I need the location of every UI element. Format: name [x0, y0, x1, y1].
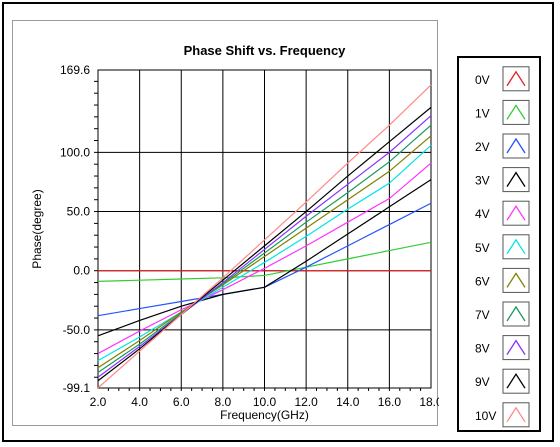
legend-label-6V: 6V: [475, 274, 490, 288]
y-tick-label: -50.0: [63, 323, 91, 337]
y-axis-label: Phase(degree): [30, 189, 44, 268]
x-tick-label: 10.0: [253, 395, 277, 409]
legend-swatch-box: [502, 402, 530, 428]
series-line-5V: [97, 144, 432, 362]
y-tick-label: 50.0: [67, 205, 91, 219]
series-line-7V: [97, 124, 432, 373]
series-line-6V: [97, 135, 432, 369]
legend-swatch-9V: [506, 372, 526, 389]
series-line-9V: [97, 106, 432, 382]
legend-swatch-box: [502, 167, 530, 193]
series-line-4V: [97, 162, 432, 355]
legend-swatch-4V: [506, 204, 526, 221]
legend-label-10V: 10V: [475, 409, 496, 423]
x-axis-label: Frequency(GHz): [220, 408, 309, 422]
series-line-10V: [97, 84, 432, 389]
series-line-3V: [97, 179, 432, 337]
legend-label-1V: 1V: [475, 106, 490, 120]
x-tick-label: 12.0: [294, 395, 318, 409]
legend-label-3V: 3V: [475, 174, 490, 188]
x-tick-labels: 2.0 4.0 6.0 8.0 10.0 12.0 14.0 16.0 18.0: [90, 395, 443, 409]
x-tick-label: 8.0: [215, 395, 232, 409]
y-tick-labels: 169.6 100.0 50.0 0.0 -50.0 -99.1: [60, 63, 90, 395]
x-tick-label: 14.0: [336, 395, 360, 409]
legend-label-5V: 5V: [475, 241, 490, 255]
legend-swatch-box: [502, 301, 530, 327]
legend-swatch-box: [502, 335, 530, 361]
plot-panel: Phase Shift vs. Frequency 169.6 100.0 50.0 0…: [12, 20, 443, 426]
x-minor-ticks: [107, 388, 422, 391]
series-line-1V: [97, 241, 432, 282]
y-tick-label: 169.6: [60, 63, 90, 77]
y-tick-label: 100.0: [60, 145, 90, 159]
legend-swatch-0V: [506, 70, 526, 87]
legend-swatch-10V: [506, 406, 526, 423]
legend-swatch-box: [502, 267, 530, 293]
x-tick-label: 2.0: [90, 395, 107, 409]
legend-svg: 0V 1V 2V 3V 4V 5V 6V 7V 8V 9V 10V: [475, 66, 530, 428]
legend-label-4V: 4V: [475, 207, 490, 221]
series-line-8V: [97, 115, 432, 378]
series-lines: [97, 84, 432, 389]
legend-label-7V: 7V: [475, 308, 490, 322]
x-tick-label: 6.0: [173, 395, 190, 409]
legend-label-9V: 9V: [475, 375, 490, 389]
x-tick-label: 4.0: [131, 395, 148, 409]
chart-title: Phase Shift vs. Frequency: [184, 43, 347, 58]
legend-swatch-box: [502, 200, 530, 226]
legend-swatch-box: [502, 234, 530, 260]
legend-label-2V: 2V: [475, 140, 490, 154]
legend-label-8V: 8V: [475, 342, 490, 356]
x-tick-label: 18.0: [419, 395, 439, 409]
legend-swatch-box: [502, 368, 530, 394]
y-tick-label: -99.1: [63, 381, 91, 395]
legend-label-0V: 0V: [475, 73, 490, 87]
legend-swatch-7V: [506, 305, 526, 322]
y-minor-ticks: [94, 80, 98, 378]
legend-swatch-1V: [506, 104, 526, 120]
legend-swatch-2V: [506, 137, 526, 154]
y-tick-label: 0.0: [73, 264, 90, 278]
legend-swatch-6V: [506, 272, 526, 288]
legend-panel: 0V 1V 2V 3V 4V 5V 6V 7V 8V 9V 10V: [457, 56, 541, 432]
chart-frame: Phase Shift vs. Frequency 169.6 100.0 50.0 0…: [2, 2, 554, 442]
x-tick-label: 16.0: [378, 395, 402, 409]
legend-swatch-3V: [506, 171, 526, 187]
plot-svg: Phase Shift vs. Frequency 169.6 100.0 50.0 0…: [30, 43, 443, 422]
legend-swatch-box: [502, 66, 530, 92]
legend-swatch-8V: [506, 339, 526, 355]
legend-swatch-box: [502, 99, 530, 125]
legend-swatch-5V: [506, 238, 526, 255]
legend-swatch-box: [502, 133, 530, 159]
